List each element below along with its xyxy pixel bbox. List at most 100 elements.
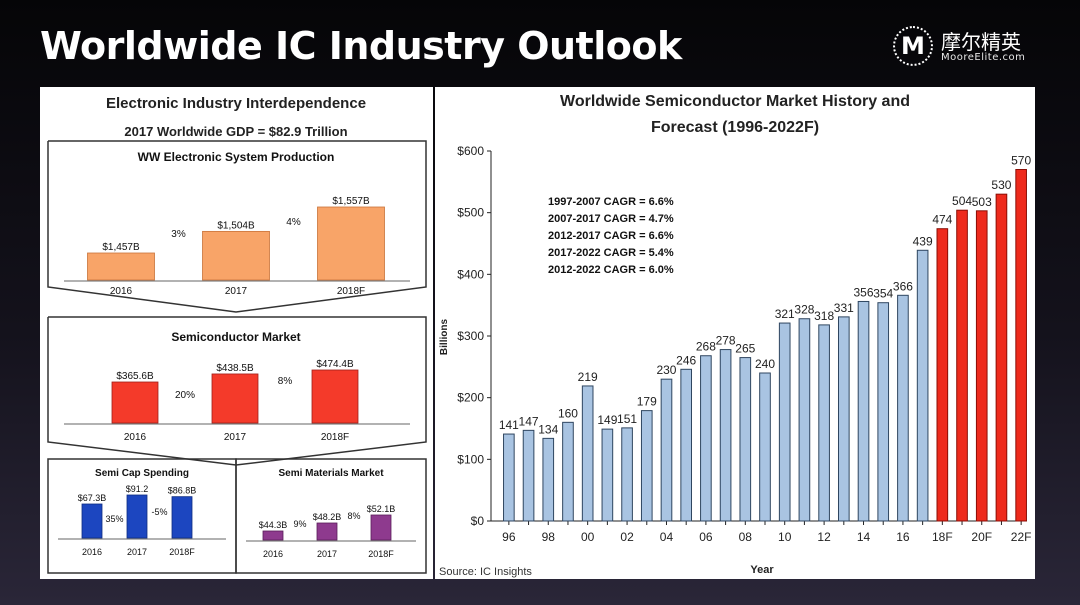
materials-frame [235, 458, 427, 574]
y-tick-label: $400 [457, 267, 484, 281]
mini-bar-value-label: $67.3B [78, 493, 107, 503]
mini-growth-label: 35% [105, 514, 123, 524]
market-bar-value-label: 147 [519, 414, 539, 428]
market-bar [877, 302, 890, 522]
chart-title-line1: Worldwide Semiconductor Market History a… [560, 93, 910, 110]
y-tick-label: $0 [471, 514, 485, 528]
market-bar-value-label: 134 [538, 422, 558, 436]
x-tick-label: 14 [857, 530, 871, 544]
cagr-annotation: 1997-2007 CAGR = 6.6% [548, 196, 674, 208]
materials-bars: $44.3B 2016 $48.2B 2017 $52.1B 2018F 9% 8% [259, 504, 396, 559]
mini-bar [370, 514, 392, 541]
mini-bar-value-label: $52.1B [367, 504, 396, 514]
market-bar [680, 368, 693, 522]
chart-title-line2: Forecast (1996-2022F) [651, 119, 819, 136]
market-bar-value-label: 474 [932, 213, 952, 227]
mini-bar [262, 530, 284, 541]
market-bar [916, 249, 929, 522]
semi-bars: $365.6B 2016 $438.5B 2017 $474.4B 2018F 20% 8% [111, 359, 359, 443]
market-bar-value-label: 179 [637, 395, 657, 409]
market-bar [522, 429, 535, 522]
mini-bar [211, 373, 259, 424]
market-bar [503, 433, 515, 522]
cagr-annotation: 2007-2017 CAGR = 4.7% [548, 213, 674, 225]
x-tick-label: 96 [502, 530, 516, 544]
market-bar-value-label: 328 [794, 303, 814, 317]
mini-growth-label: 8% [347, 511, 360, 521]
mini-bar-value-label: $86.8B [168, 486, 197, 496]
market-bar [936, 228, 949, 522]
mini-bar [311, 369, 359, 424]
market-bar [995, 193, 1008, 522]
mini-bar [202, 230, 270, 281]
market-bar [700, 355, 712, 522]
x-tick-label: 04 [660, 530, 674, 544]
x-tick-label: 08 [739, 530, 753, 544]
chart-axes: $0 $100 $200 $300 $400 $500 $600 96 98 00 02 04 06 08… [457, 144, 1031, 544]
market-bar-value-label: 530 [991, 178, 1011, 192]
mini-bar-value-label: $1,504B [217, 220, 255, 231]
system-production-title: WW Electronic System Production [138, 150, 335, 164]
market-bar [581, 385, 594, 522]
interdependence-diagram: Electronic Industry Interdependence 2017… [47, 95, 427, 574]
market-bar [640, 410, 653, 522]
market-bar-value-label: 265 [735, 342, 755, 356]
y-tick-label: $600 [457, 144, 484, 158]
mini-bar-value-label: $1,457B [102, 242, 140, 253]
mini-bar [316, 522, 338, 541]
market-bar [837, 316, 850, 522]
mini-category-label: 2017 [317, 549, 337, 559]
market-bar-value-label: 141 [499, 418, 519, 432]
mini-category-label: 2016 [82, 547, 102, 557]
mini-category-label: 2018F [337, 286, 365, 297]
mini-bar-value-label: $48.2B [313, 512, 342, 522]
mini-growth-label: 8% [278, 376, 293, 387]
market-bar-value-label: 356 [854, 285, 874, 299]
market-bar [739, 357, 752, 522]
source-note: Source: IC Insights [439, 566, 532, 578]
mini-category-label: 2016 [263, 549, 283, 559]
cagr-annotation: 2017-2022 CAGR = 5.4% [548, 247, 674, 259]
market-bar-value-label: 149 [597, 413, 617, 427]
capex-bars: $67.3B 2016 $91.2 2017 $86.8B 2018F 35% -5% [78, 484, 197, 557]
y-tick-label: $300 [457, 329, 484, 343]
interdependence-panel: Electronic Industry Interdependence 2017… [40, 87, 433, 579]
market-bar [818, 324, 830, 522]
mini-category-label: 2018F [169, 547, 195, 557]
mini-category-label: 2016 [124, 432, 147, 443]
cagr-annotations: 1997-2007 CAGR = 6.6% 2007-2017 CAGR = 4.… [548, 196, 674, 276]
y-tick-label: $200 [457, 391, 484, 405]
mini-growth-label: -5% [151, 507, 167, 517]
market-bar-value-label: 503 [972, 195, 992, 209]
mini-bar [111, 381, 159, 424]
market-bar [601, 428, 614, 522]
market-bar [798, 318, 811, 522]
semiconductor-market-frame [47, 316, 427, 466]
x-tick-label: 18F [932, 530, 953, 544]
market-bar [562, 421, 574, 522]
market-bar-value-label: 219 [578, 370, 598, 384]
x-tick-label: 00 [581, 530, 595, 544]
market-bar-value-label: 151 [617, 412, 637, 426]
market-bar-value-label: 230 [656, 363, 676, 377]
cap-spending-title: Semi Cap Spending [95, 468, 189, 479]
x-tick-label: 02 [620, 530, 634, 544]
market-bar-value-label: 504 [952, 194, 972, 208]
logo-english-text: MooreElite.com [941, 52, 1026, 63]
mini-growth-label: 9% [293, 519, 306, 529]
mini-growth-label: 3% [171, 229, 186, 240]
market-bar-value-label: 246 [676, 353, 696, 367]
system-production-frame [47, 140, 427, 313]
market-bar-value-label: 570 [1011, 154, 1031, 168]
mini-category-label: 2017 [224, 432, 247, 443]
mini-category-label: 2016 [110, 286, 133, 297]
x-tick-label: 16 [896, 530, 910, 544]
market-bar [975, 210, 988, 522]
market-bar [759, 372, 771, 522]
mini-category-label: 2017 [127, 547, 147, 557]
mini-bar-value-label: $91.2 [126, 484, 149, 494]
market-bar-value-label: 321 [775, 307, 795, 321]
mini-bar-value-label: $438.5B [216, 363, 254, 374]
y-tick-label: $500 [457, 206, 484, 220]
